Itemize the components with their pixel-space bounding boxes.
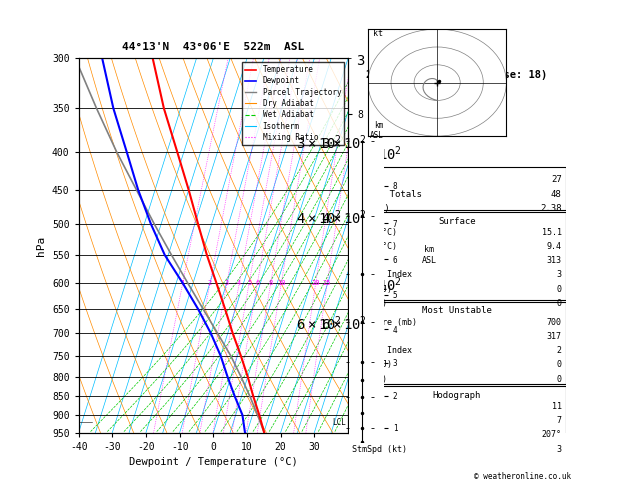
Text: K: K [352, 175, 358, 185]
Text: 27.05.2024  15GMT  (Base: 18): 27.05.2024 15GMT (Base: 18) [367, 69, 548, 80]
Bar [348, 386, 566, 448]
Text: kt: kt [372, 29, 382, 38]
Text: Lifted Index: Lifted Index [352, 346, 413, 355]
Text: 11: 11 [552, 402, 562, 411]
Text: 3: 3 [225, 280, 229, 286]
Text: SREH: SREH [352, 416, 372, 425]
Text: θₑ (K): θₑ (K) [352, 332, 382, 341]
Text: 0: 0 [557, 285, 562, 294]
Text: 0: 0 [557, 375, 562, 383]
Text: 25: 25 [323, 280, 331, 286]
Y-axis label: hPa: hPa [36, 235, 47, 256]
Text: LCL: LCL [333, 417, 347, 427]
Y-axis label: km
ASL: km ASL [421, 245, 437, 265]
Text: Totals Totals: Totals Totals [352, 190, 422, 199]
Text: Lifted Index: Lifted Index [352, 271, 413, 279]
Text: Most Unstable: Most Unstable [422, 306, 492, 315]
Title: 44°13'N  43°06'E  522m  ASL: 44°13'N 43°06'E 522m ASL [122, 42, 304, 52]
Text: StmSpd (kt): StmSpd (kt) [352, 445, 408, 453]
Text: StmDir: StmDir [352, 430, 382, 439]
Text: Hodograph: Hodograph [433, 391, 481, 399]
Text: CAPE (J): CAPE (J) [352, 285, 392, 294]
Text: Dewp (°C): Dewp (°C) [352, 242, 398, 251]
Text: Temp (°C): Temp (°C) [352, 228, 398, 237]
Text: Pressure (mb): Pressure (mb) [352, 318, 418, 327]
Text: 8: 8 [269, 280, 273, 286]
Text: CAPE (J): CAPE (J) [352, 360, 392, 369]
Legend: Temperature, Dewpoint, Parcel Trajectory, Dry Adiabat, Wet Adiabat, Isotherm, Mi: Temperature, Dewpoint, Parcel Trajectory… [242, 62, 344, 145]
Text: θₑ(K): θₑ(K) [352, 256, 377, 265]
Text: 6: 6 [255, 280, 260, 286]
Text: 4: 4 [237, 280, 242, 286]
Text: 207°: 207° [542, 430, 562, 439]
Text: 9.4: 9.4 [547, 242, 562, 251]
Text: 0: 0 [557, 299, 562, 308]
Bar [348, 167, 566, 210]
Text: 5: 5 [247, 280, 251, 286]
Text: 15.1: 15.1 [542, 228, 562, 237]
Text: 27: 27 [551, 175, 562, 185]
Text: 0: 0 [557, 360, 562, 369]
Text: EH: EH [352, 402, 362, 411]
Text: 48: 48 [551, 190, 562, 199]
Text: 2.38: 2.38 [540, 204, 562, 212]
Text: CIN (J): CIN (J) [352, 375, 387, 383]
Text: 3: 3 [557, 445, 562, 453]
Bar [348, 212, 566, 300]
Text: 7: 7 [557, 416, 562, 425]
Text: 3: 3 [557, 271, 562, 279]
Text: 2: 2 [557, 346, 562, 355]
Text: 2: 2 [208, 280, 212, 286]
Text: 313: 313 [547, 256, 562, 265]
X-axis label: Dewpoint / Temperature (°C): Dewpoint / Temperature (°C) [129, 457, 298, 467]
Text: Surface: Surface [438, 217, 476, 226]
Bar [348, 301, 566, 384]
Text: 1: 1 [181, 280, 185, 286]
Text: PW (cm): PW (cm) [352, 204, 390, 212]
Text: 317: 317 [547, 332, 562, 341]
Text: 20: 20 [311, 280, 320, 286]
Text: 10: 10 [277, 280, 286, 286]
Text: CIN (J): CIN (J) [352, 299, 387, 308]
Text: © weatheronline.co.uk: © weatheronline.co.uk [474, 472, 571, 481]
Text: 700: 700 [547, 318, 562, 327]
Text: km
ASL: km ASL [370, 121, 384, 140]
